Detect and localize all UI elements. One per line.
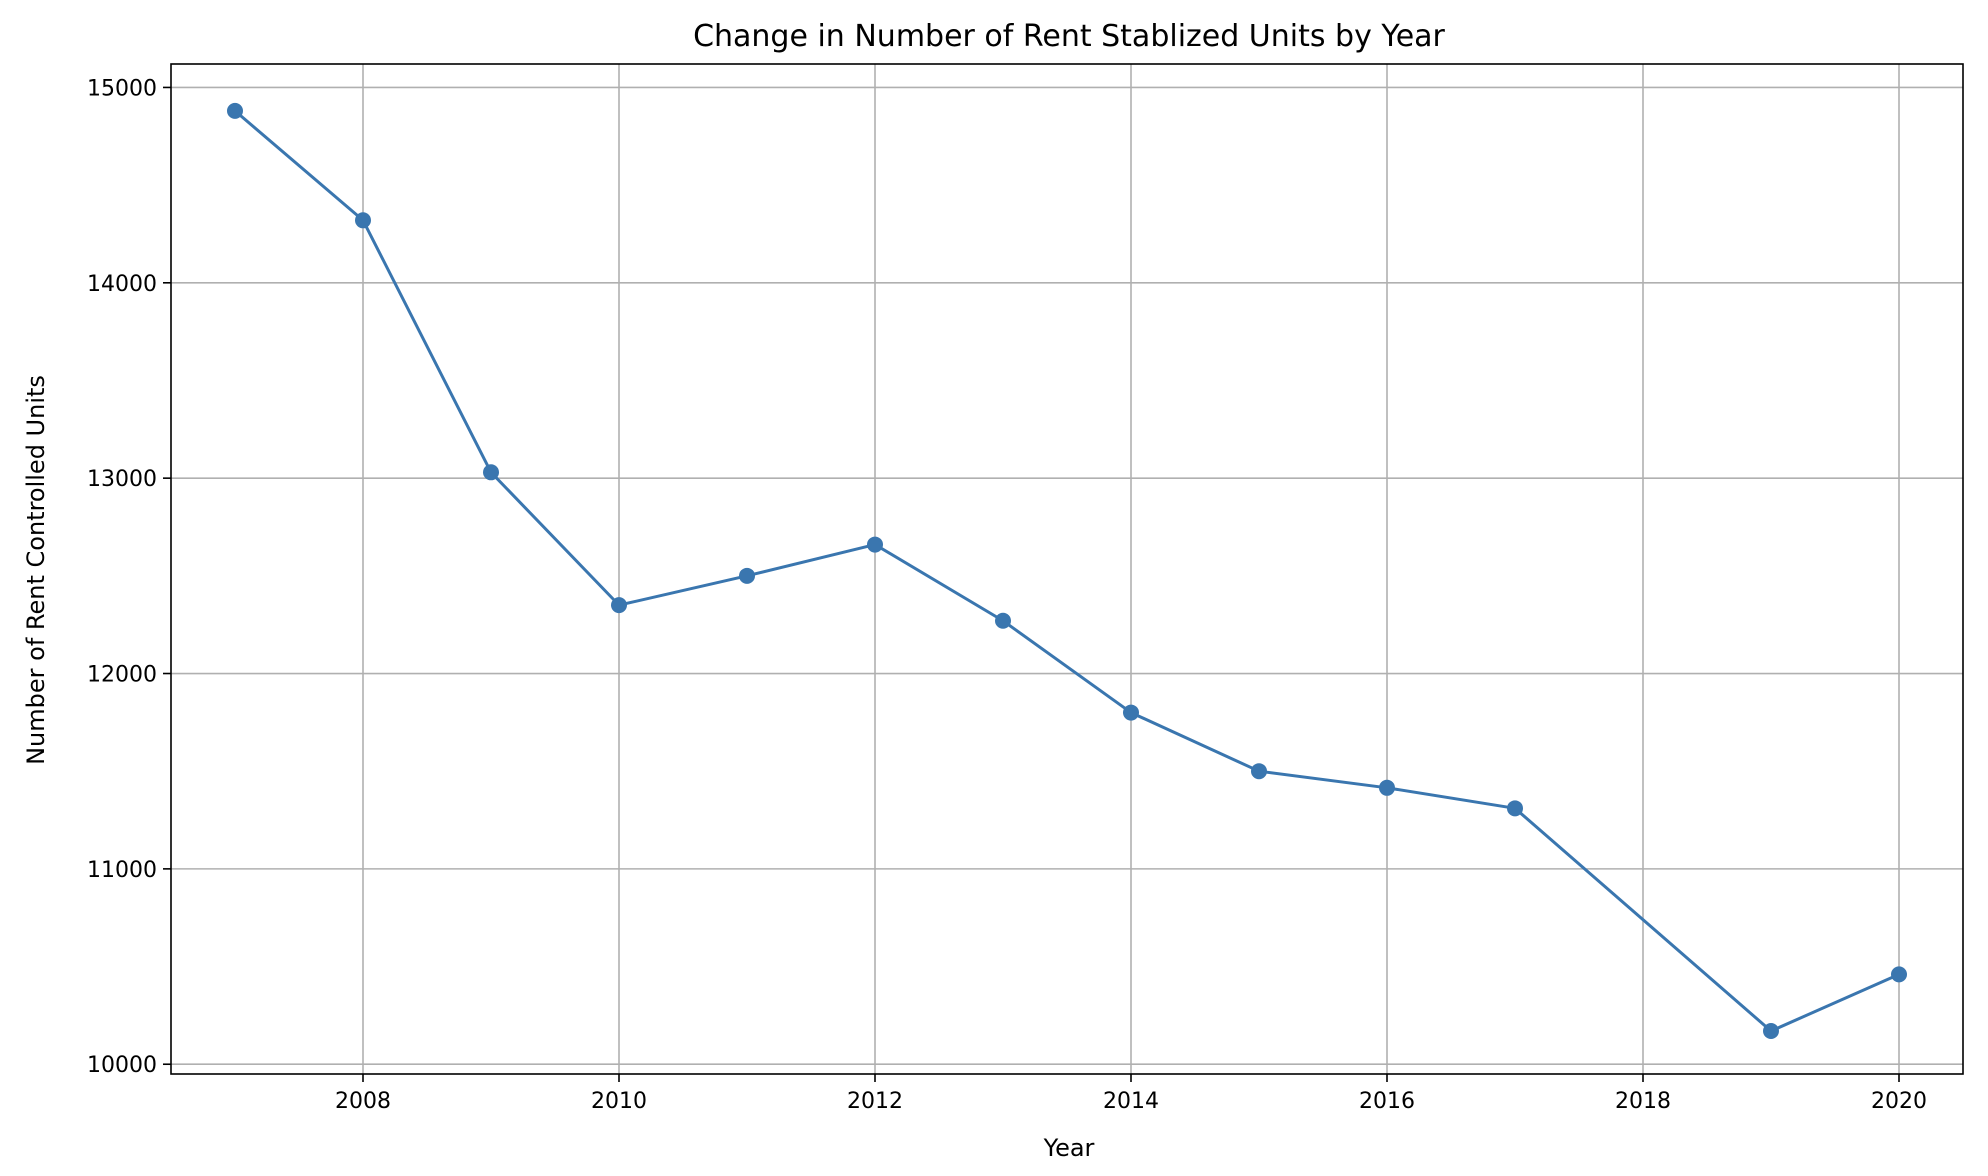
data-point — [739, 567, 755, 584]
y-tick-label: 12000 — [87, 663, 157, 688]
ticks: 2008 2010 2012 2014 2016 2018 2020 10000 11000 12… — [87, 76, 1927, 1114]
x-tick-label: 2010 — [591, 1089, 647, 1114]
x-tick-label: 2012 — [847, 1089, 903, 1114]
data-point — [1251, 763, 1267, 780]
y-tick-label: 10000 — [87, 1053, 157, 1078]
y-tick-label: 14000 — [87, 272, 157, 297]
y-tick-label: 11000 — [87, 858, 157, 883]
data-point — [355, 212, 371, 229]
x-tick-label: 2018 — [1615, 1089, 1671, 1114]
y-axis-label: Number of Rent Controlled Units — [22, 375, 50, 765]
data-point — [1763, 1023, 1779, 1040]
data-point — [1379, 779, 1395, 796]
x-tick-label: 2008 — [335, 1089, 391, 1114]
x-tick-label: 2020 — [1871, 1089, 1927, 1114]
y-tick-label: 15000 — [87, 76, 157, 101]
data-point — [867, 536, 883, 553]
data-point — [611, 597, 627, 614]
x-tick-label: 2016 — [1359, 1089, 1415, 1114]
x-tick-label: 2014 — [1103, 1089, 1159, 1114]
series-line — [234, 109, 1900, 1033]
data-point — [995, 612, 1011, 629]
data-point — [1123, 704, 1139, 721]
data-point — [227, 102, 243, 119]
data-point — [1507, 800, 1523, 817]
grid — [171, 64, 1963, 1074]
chart-title: Change in Number of Rent Stablized Units… — [693, 19, 1445, 54]
x-axis-label: Year — [1043, 1134, 1095, 1162]
data-point — [483, 464, 499, 481]
data-point — [1891, 966, 1907, 983]
series-marks — [227, 102, 1907, 1040]
plot-frame — [170, 63, 1964, 1075]
y-tick-label: 13000 — [87, 467, 157, 492]
